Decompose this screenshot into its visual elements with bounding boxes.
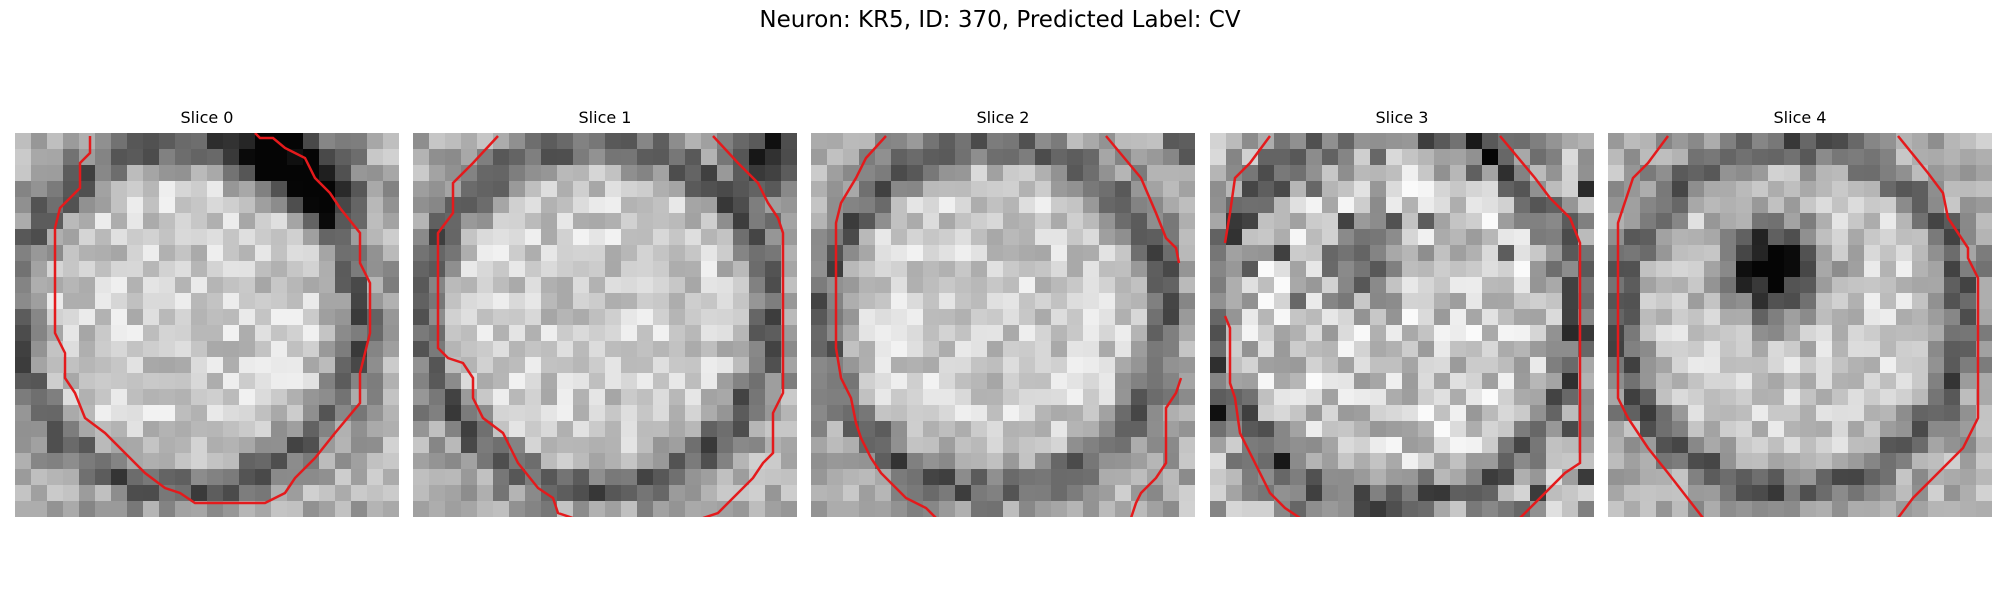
cell-contour-segment (436, 135, 574, 517)
slice-label: Slice 4 (1773, 108, 1827, 127)
cell-contour-segment (1105, 135, 1181, 264)
cell-contour-segment (1897, 135, 1980, 517)
slice-panel-1: Slice 1 (413, 108, 797, 517)
grayscale-pixel-grid (15, 133, 399, 517)
cell-contour-segment (1499, 135, 1582, 517)
cell-contour-segment (53, 133, 372, 505)
slice-panel-0: Slice 0 (15, 108, 399, 517)
cell-contour-segment (1130, 377, 1183, 517)
cell-slice-0 (15, 133, 399, 517)
cell-contour-segment (1223, 315, 1301, 517)
cell-contour-segment (834, 135, 937, 517)
grayscale-pixel-grid (1210, 133, 1594, 517)
slice-label: Slice 0 (180, 108, 234, 127)
slice-panel-3: Slice 3 (1210, 108, 1594, 517)
slice-label: Slice 1 (578, 108, 632, 127)
slice-label: Slice 3 (1375, 108, 1429, 127)
figure-title: Neuron: KR5, ID: 370, Predicted Label: C… (759, 7, 1241, 33)
cell-contour-segment (702, 135, 785, 517)
cell-slice-4 (1608, 133, 1992, 517)
cell-contour-segment (1223, 135, 1272, 244)
slice-panel-2: Slice 2 (811, 108, 1195, 517)
slice-panel-4: Slice 4 (1608, 108, 1992, 517)
cell-slice-2 (811, 133, 1195, 517)
cell-slice-3 (1210, 133, 1594, 517)
grayscale-pixel-grid (811, 133, 1195, 517)
cell-contour-segment (1616, 135, 1704, 517)
slice-label: Slice 2 (976, 108, 1030, 127)
grayscale-pixel-grid (413, 133, 797, 517)
grayscale-pixel-grid (1608, 133, 1992, 517)
cell-slice-1 (413, 133, 797, 517)
